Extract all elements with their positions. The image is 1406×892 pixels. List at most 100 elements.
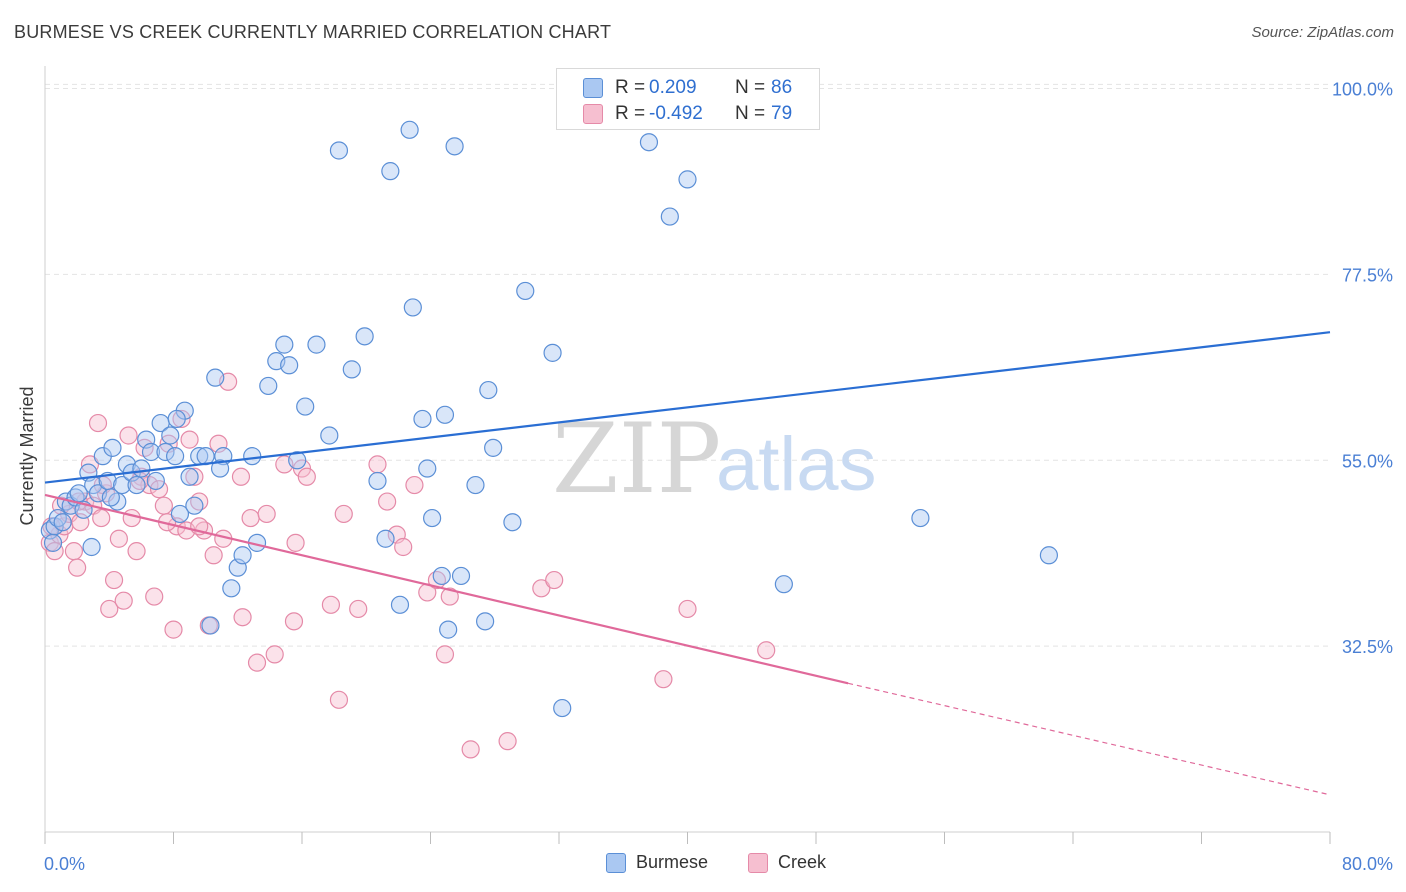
series-legend: Burmese Creek xyxy=(0,852,1406,880)
burmese-point xyxy=(639,133,659,152)
trend-lines xyxy=(44,331,1331,796)
y-tick-label: 100.0% xyxy=(1332,80,1393,100)
burmese-point xyxy=(167,409,186,429)
creek-point xyxy=(286,533,305,552)
burmese-point xyxy=(127,475,146,495)
burmese-point xyxy=(166,447,185,466)
burmese-point xyxy=(911,508,930,528)
burmese-point xyxy=(432,566,451,586)
burmese-point xyxy=(82,537,101,557)
creek-point xyxy=(119,426,138,445)
creek-point xyxy=(68,558,87,577)
burmese-point xyxy=(307,335,326,354)
burmese-point xyxy=(553,698,572,718)
burmese-point xyxy=(243,447,262,466)
creek-point xyxy=(104,570,124,590)
burmese-point xyxy=(233,546,252,565)
creek-point xyxy=(114,591,133,610)
creek-point xyxy=(349,599,368,619)
burmese-point xyxy=(101,488,120,507)
burmese-point xyxy=(53,513,72,532)
creek-point xyxy=(88,413,108,433)
burmese-point xyxy=(774,575,793,594)
creek-point xyxy=(233,608,252,627)
creek-point xyxy=(145,587,164,606)
burmese-point xyxy=(376,529,395,548)
n-label: N = xyxy=(735,103,766,124)
burmese-point xyxy=(355,327,374,346)
r-value: 0.209 xyxy=(649,77,697,98)
creek-point xyxy=(757,641,776,660)
creek-point xyxy=(241,508,260,528)
legend-label: Burmese xyxy=(636,852,709,872)
creek-point xyxy=(297,467,316,486)
creek-point xyxy=(92,508,111,528)
burmese-point xyxy=(206,368,225,387)
burmese-point xyxy=(275,335,294,354)
burmese-point xyxy=(288,451,307,470)
burmese-point xyxy=(543,343,562,362)
burmese-point xyxy=(222,579,241,598)
burmese-point xyxy=(678,170,697,189)
creek-point xyxy=(378,492,397,511)
r-label: R = xyxy=(615,103,646,124)
axes xyxy=(44,66,1331,844)
burmese-trend-line xyxy=(44,331,1331,484)
burmese-point xyxy=(403,298,422,317)
creek-point xyxy=(368,455,387,474)
creek-swatch xyxy=(748,852,768,873)
creek-point xyxy=(185,467,204,486)
burmese-point xyxy=(516,281,535,301)
legend-item-burmese[interactable]: Burmese xyxy=(606,852,708,873)
chart-title: BURMESE VS CREEK CURRENTLY MARRIED CORRE… xyxy=(14,22,612,42)
creek-point xyxy=(257,504,276,524)
n-value: 79 xyxy=(771,103,793,124)
creek-point xyxy=(127,542,146,561)
creek-point xyxy=(498,732,517,751)
burmese-point xyxy=(466,475,485,495)
creek-point xyxy=(122,508,141,528)
burmese-point xyxy=(413,409,432,429)
legend-item-creek[interactable]: Creek xyxy=(748,852,826,873)
creek-point xyxy=(532,579,551,598)
burmese-point xyxy=(296,397,315,416)
creek-point xyxy=(545,570,564,590)
chart-source: Source: ZipAtlas.com xyxy=(1251,24,1394,41)
creek-point xyxy=(164,620,183,639)
burmese-point xyxy=(423,508,442,528)
creek-point xyxy=(461,740,480,759)
legend-label: Creek xyxy=(778,852,827,872)
creek-point xyxy=(64,542,84,561)
creek-point xyxy=(154,496,173,515)
burmese-point xyxy=(660,207,679,226)
burmese-swatch xyxy=(583,78,603,98)
burmese-point xyxy=(418,459,437,478)
n-label: N = xyxy=(735,77,766,98)
creek-point xyxy=(284,612,304,631)
burmese-point xyxy=(156,442,175,462)
burmese-point xyxy=(342,360,361,379)
burmese-point xyxy=(112,475,132,495)
burmese-point xyxy=(170,504,190,524)
creek-swatch xyxy=(583,104,603,124)
creek-point xyxy=(247,653,267,672)
creek-point xyxy=(654,670,673,689)
creek-point xyxy=(265,645,284,664)
burmese-swatch xyxy=(606,852,626,873)
creek-point xyxy=(100,599,119,619)
creek-point xyxy=(109,529,128,548)
burmese-point xyxy=(43,533,63,552)
burmese-point xyxy=(185,496,204,515)
creek-point xyxy=(180,430,199,449)
burmese-point xyxy=(180,467,199,486)
burmese-point xyxy=(476,612,495,631)
burmese-point xyxy=(329,141,349,160)
burmese-point xyxy=(103,438,122,457)
creek-trend-extension xyxy=(847,682,1331,796)
creek-point xyxy=(204,546,223,565)
burmese-point xyxy=(451,566,471,586)
y-tick-label: 32.5% xyxy=(1342,637,1393,657)
burmese-point xyxy=(400,120,419,139)
burmese-point xyxy=(210,459,230,478)
